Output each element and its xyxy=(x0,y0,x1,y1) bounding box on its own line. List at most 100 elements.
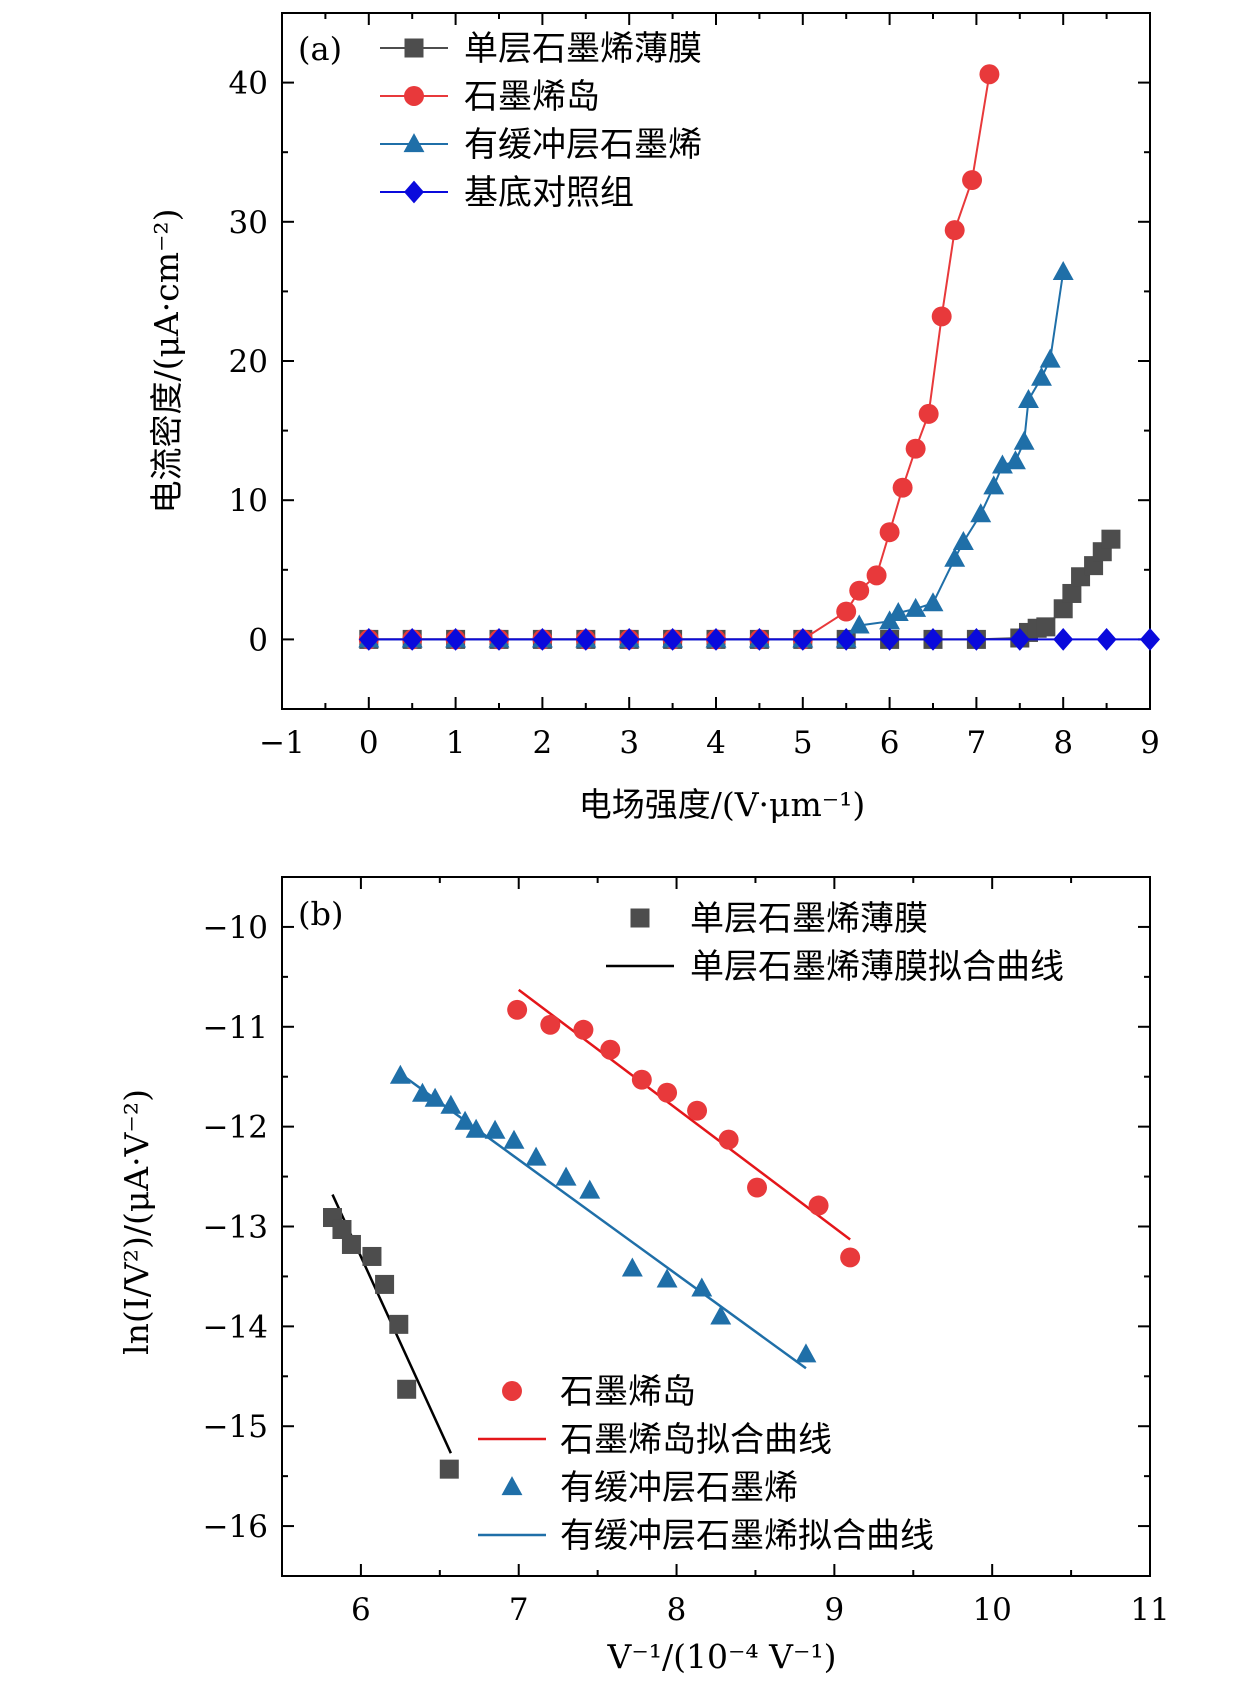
panel-a-data-point xyxy=(1053,599,1073,619)
panel-a-data-point xyxy=(1009,628,1030,651)
panel-a-data-point xyxy=(1036,617,1056,637)
panel-b-data-point xyxy=(540,1014,561,1035)
panel-a-legend-marker xyxy=(404,86,424,106)
panel-a-data-point xyxy=(706,628,726,651)
panel-a-x-tick-label: 3 xyxy=(619,725,639,761)
panel-b-y-tick-label: −10 xyxy=(203,910,268,946)
panel-a-y-tick-label: 20 xyxy=(229,344,268,380)
panel-a-data-point xyxy=(836,601,857,622)
panel-a-data-point xyxy=(1031,366,1052,386)
panel-b-y-tick-label: −14 xyxy=(203,1309,268,1345)
panel-a-legend-label: 石墨烯岛 xyxy=(464,77,600,117)
panel-a-data-point xyxy=(905,597,927,617)
panel-b-legend-entry: 石墨烯岛拟合曲线 xyxy=(478,1420,832,1460)
panel-b-data-point xyxy=(525,1146,547,1166)
panel-a-legend-entry: 基底对照组 xyxy=(380,173,634,213)
panel-b-fit-line-2 xyxy=(517,988,851,1241)
panel-b-data-point xyxy=(397,1379,417,1399)
panel-a-data-point xyxy=(1039,348,1061,368)
panel-b-data-point xyxy=(389,1064,411,1084)
panel-b-data-point xyxy=(795,1343,817,1363)
panel-b-data-point xyxy=(332,1219,352,1239)
panel-a-series-line xyxy=(368,271,1065,641)
panel-b-x-tick-label: 7 xyxy=(509,1592,529,1628)
panel-a-data-point xyxy=(887,602,909,622)
panel-b-legend-label: 有缓冲层石墨烯 xyxy=(560,1468,798,1508)
panel-a-data-point xyxy=(662,628,683,651)
panel-b-x-tick-label: 10 xyxy=(972,1592,1011,1628)
panel-a-data-point xyxy=(944,547,966,567)
panel-a-data-point xyxy=(879,522,900,543)
panel-a-data-point xyxy=(892,477,913,498)
panel-a-x-tick-label: 7 xyxy=(967,725,987,761)
panel-a-x-tick-label: 4 xyxy=(706,725,726,761)
panel-a-data-point xyxy=(1101,529,1121,549)
panel-a-data-point xyxy=(952,531,974,551)
panel-b-data-point xyxy=(375,1274,395,1294)
panel-a-data-point xyxy=(1018,389,1039,409)
panel-a-x-tick-label: 0 xyxy=(359,725,379,761)
panel-a-data-point xyxy=(866,565,887,586)
panel-b-data-point xyxy=(710,1305,732,1325)
panel-a-plot-frame xyxy=(281,12,1151,710)
panel-a-x-axis-title: 电场强度/(V·μm⁻¹) xyxy=(579,785,866,824)
panel-b-data-point xyxy=(657,1082,678,1103)
panel-b-y-tick-label: −11 xyxy=(203,1010,268,1046)
panel-a-data-point xyxy=(1013,430,1035,450)
panel-a-axes: −1 0 1 2 3 4 5 6 7 8 9 0 10 20 30 40 xyxy=(229,13,1160,761)
panel-b-data-point xyxy=(840,1247,861,1268)
panel-a-data-point xyxy=(575,628,596,651)
panel-a-y-tick-label: 10 xyxy=(229,483,268,519)
panel-a-data-point xyxy=(1140,628,1160,651)
panel-b-x-tick-label: 6 xyxy=(351,1592,371,1628)
panel-b-legend-label: 有缓冲层石墨烯拟合曲线 xyxy=(560,1516,934,1556)
panel-b-data-point xyxy=(389,1314,409,1334)
panel-a-data-point xyxy=(1096,628,1117,651)
panel-a-data-point xyxy=(848,614,870,634)
panel-a-data-point xyxy=(402,628,423,651)
panel-b-data-point xyxy=(691,1277,713,1297)
panel-b-data-point xyxy=(718,1129,739,1150)
panel-a-data-point xyxy=(966,628,987,651)
panel-a-x-tick-label: 8 xyxy=(1053,725,1073,761)
panel-b-data-point xyxy=(600,1039,621,1060)
panel-b-legend-entry: 有缓冲层石墨烯 xyxy=(501,1468,798,1508)
panel-a-legend-entry: 石墨烯岛 xyxy=(380,77,600,117)
panel-b-data-point xyxy=(631,1069,652,1090)
panel-a-series xyxy=(358,64,1160,651)
panel-b-data-point xyxy=(503,1129,525,1149)
panel-b-label: (b) xyxy=(298,895,343,933)
panel-b-x-axis-title: V⁻¹/(10⁻⁴ V⁻¹) xyxy=(607,1637,837,1676)
panel-b-data-point xyxy=(808,1195,829,1216)
panel-a-x-tick-label: 9 xyxy=(1140,725,1160,761)
panel-b-data-point xyxy=(687,1100,708,1121)
panel-a-data-point xyxy=(489,628,509,651)
panel-a-data-point xyxy=(358,628,379,651)
panel-a-series-1 xyxy=(359,529,1121,649)
panel-a-legend-entry: 有缓冲层石墨烯 xyxy=(380,125,702,165)
panel-a-legend-label: 基底对照组 xyxy=(464,173,634,213)
panel-b-data-point xyxy=(484,1119,506,1139)
panel-b-data-point xyxy=(747,1177,768,1198)
panel-a-series-4 xyxy=(358,628,1160,651)
panel-b-data-point xyxy=(362,1246,382,1266)
panel-b-series xyxy=(323,988,861,1479)
panel-b-legend-entry: 单层石墨烯薄膜拟合曲线 xyxy=(606,947,1064,987)
panel-b-data-point xyxy=(579,1179,601,1199)
panel-a-legend-marker xyxy=(403,133,425,153)
panel-b-legend-label: 单层石墨烯薄膜拟合曲线 xyxy=(690,947,1064,987)
panel-b-y-tick-label: −15 xyxy=(203,1409,268,1445)
panel-a-data-point xyxy=(836,628,857,651)
panel-a-data-point xyxy=(532,628,553,651)
panel-b-data-point xyxy=(412,1082,433,1102)
panel-b-legend-label: 石墨烯岛拟合曲线 xyxy=(560,1420,832,1460)
panel-a-data-point xyxy=(879,628,900,651)
panel-a-legend-entry: 单层石墨烯薄膜 xyxy=(380,29,702,69)
panel-b-legend-entry: 有缓冲层石墨烯拟合曲线 xyxy=(478,1516,934,1556)
panel-b-legend-label: 单层石墨烯薄膜 xyxy=(690,899,928,939)
panel-b-data-point xyxy=(656,1268,678,1288)
panel-a-legend-label: 单层石墨烯薄膜 xyxy=(464,29,702,69)
panel-b-data-point xyxy=(424,1087,446,1107)
panel-a-y-tick-label: 0 xyxy=(248,622,268,658)
